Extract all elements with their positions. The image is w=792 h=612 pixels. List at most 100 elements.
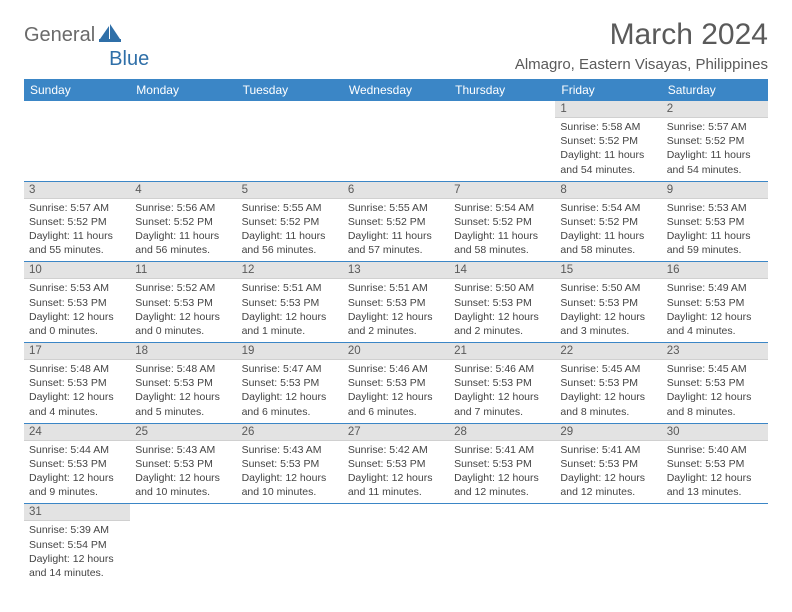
calendar-row: 31Sunrise: 5:39 AMSunset: 5:54 PMDayligh… xyxy=(24,504,768,584)
calendar-cell: 18Sunrise: 5:48 AMSunset: 5:53 PMDayligh… xyxy=(130,343,236,424)
calendar-cell xyxy=(343,101,449,181)
day-number: 19 xyxy=(237,343,343,360)
day-number: 15 xyxy=(555,262,661,279)
day-details: Sunrise: 5:51 AMSunset: 5:53 PMDaylight:… xyxy=(343,279,449,342)
calendar-cell: 8Sunrise: 5:54 AMSunset: 5:52 PMDaylight… xyxy=(555,181,661,262)
day-details: Sunrise: 5:40 AMSunset: 5:53 PMDaylight:… xyxy=(662,441,768,504)
day-details: Sunrise: 5:46 AMSunset: 5:53 PMDaylight:… xyxy=(449,360,555,423)
logo-text-blue: Blue xyxy=(109,48,149,71)
calendar-cell xyxy=(343,504,449,584)
calendar-cell: 25Sunrise: 5:43 AMSunset: 5:53 PMDayligh… xyxy=(130,423,236,504)
day-number: 13 xyxy=(343,262,449,279)
header: General Blue March 2024 Almagro, Eastern… xyxy=(24,18,768,73)
calendar-cell: 14Sunrise: 5:50 AMSunset: 5:53 PMDayligh… xyxy=(449,262,555,343)
day-number: 21 xyxy=(449,343,555,360)
day-number: 16 xyxy=(662,262,768,279)
day-details: Sunrise: 5:54 AMSunset: 5:52 PMDaylight:… xyxy=(449,199,555,262)
calendar-cell: 27Sunrise: 5:42 AMSunset: 5:53 PMDayligh… xyxy=(343,423,449,504)
day-number: 24 xyxy=(24,424,130,441)
calendar-cell: 6Sunrise: 5:55 AMSunset: 5:52 PMDaylight… xyxy=(343,181,449,262)
col-friday: Friday xyxy=(555,79,661,101)
calendar-cell: 13Sunrise: 5:51 AMSunset: 5:53 PMDayligh… xyxy=(343,262,449,343)
day-details: Sunrise: 5:47 AMSunset: 5:53 PMDaylight:… xyxy=(237,360,343,423)
day-number: 5 xyxy=(237,182,343,199)
day-details: Sunrise: 5:43 AMSunset: 5:53 PMDaylight:… xyxy=(130,441,236,504)
day-number: 29 xyxy=(555,424,661,441)
calendar-cell: 26Sunrise: 5:43 AMSunset: 5:53 PMDayligh… xyxy=(237,423,343,504)
day-details: Sunrise: 5:42 AMSunset: 5:53 PMDaylight:… xyxy=(343,441,449,504)
day-details: Sunrise: 5:53 AMSunset: 5:53 PMDaylight:… xyxy=(24,279,130,342)
calendar-cell: 2Sunrise: 5:57 AMSunset: 5:52 PMDaylight… xyxy=(662,101,768,181)
calendar-cell: 20Sunrise: 5:46 AMSunset: 5:53 PMDayligh… xyxy=(343,343,449,424)
calendar-cell: 24Sunrise: 5:44 AMSunset: 5:53 PMDayligh… xyxy=(24,423,130,504)
calendar-cell xyxy=(237,504,343,584)
day-number: 18 xyxy=(130,343,236,360)
calendar-row: 10Sunrise: 5:53 AMSunset: 5:53 PMDayligh… xyxy=(24,262,768,343)
calendar-cell xyxy=(130,504,236,584)
day-details: Sunrise: 5:54 AMSunset: 5:52 PMDaylight:… xyxy=(555,199,661,262)
col-tuesday: Tuesday xyxy=(237,79,343,101)
calendar-cell: 28Sunrise: 5:41 AMSunset: 5:53 PMDayligh… xyxy=(449,423,555,504)
day-details: Sunrise: 5:53 AMSunset: 5:53 PMDaylight:… xyxy=(662,199,768,262)
day-details: Sunrise: 5:45 AMSunset: 5:53 PMDaylight:… xyxy=(662,360,768,423)
col-monday: Monday xyxy=(130,79,236,101)
calendar-row: 3Sunrise: 5:57 AMSunset: 5:52 PMDaylight… xyxy=(24,181,768,262)
day-number: 7 xyxy=(449,182,555,199)
calendar-cell: 5Sunrise: 5:55 AMSunset: 5:52 PMDaylight… xyxy=(237,181,343,262)
day-number: 23 xyxy=(662,343,768,360)
calendar-cell xyxy=(555,504,661,584)
day-details: Sunrise: 5:48 AMSunset: 5:53 PMDaylight:… xyxy=(24,360,130,423)
logo-text-gray: General xyxy=(24,24,95,47)
calendar-row: 17Sunrise: 5:48 AMSunset: 5:53 PMDayligh… xyxy=(24,343,768,424)
calendar-cell: 23Sunrise: 5:45 AMSunset: 5:53 PMDayligh… xyxy=(662,343,768,424)
col-sunday: Sunday xyxy=(24,79,130,101)
day-details: Sunrise: 5:44 AMSunset: 5:53 PMDaylight:… xyxy=(24,441,130,504)
day-details: Sunrise: 5:50 AMSunset: 5:53 PMDaylight:… xyxy=(555,279,661,342)
calendar-cell xyxy=(449,101,555,181)
calendar-cell: 3Sunrise: 5:57 AMSunset: 5:52 PMDaylight… xyxy=(24,181,130,262)
day-details: Sunrise: 5:57 AMSunset: 5:52 PMDaylight:… xyxy=(24,199,130,262)
day-details: Sunrise: 5:52 AMSunset: 5:53 PMDaylight:… xyxy=(130,279,236,342)
day-details: Sunrise: 5:50 AMSunset: 5:53 PMDaylight:… xyxy=(449,279,555,342)
day-number: 2 xyxy=(662,101,768,118)
col-thursday: Thursday xyxy=(449,79,555,101)
calendar-cell: 15Sunrise: 5:50 AMSunset: 5:53 PMDayligh… xyxy=(555,262,661,343)
calendar-cell: 9Sunrise: 5:53 AMSunset: 5:53 PMDaylight… xyxy=(662,181,768,262)
day-details: Sunrise: 5:41 AMSunset: 5:53 PMDaylight:… xyxy=(449,441,555,504)
day-number: 25 xyxy=(130,424,236,441)
day-details: Sunrise: 5:39 AMSunset: 5:54 PMDaylight:… xyxy=(24,521,130,584)
calendar-cell xyxy=(449,504,555,584)
calendar-cell: 7Sunrise: 5:54 AMSunset: 5:52 PMDaylight… xyxy=(449,181,555,262)
day-details: Sunrise: 5:58 AMSunset: 5:52 PMDaylight:… xyxy=(555,118,661,181)
day-number: 11 xyxy=(130,262,236,279)
day-number: 14 xyxy=(449,262,555,279)
day-details: Sunrise: 5:51 AMSunset: 5:53 PMDaylight:… xyxy=(237,279,343,342)
page-title: March 2024 xyxy=(515,18,768,52)
calendar-cell xyxy=(130,101,236,181)
calendar-cell: 31Sunrise: 5:39 AMSunset: 5:54 PMDayligh… xyxy=(24,504,130,584)
calendar-cell: 30Sunrise: 5:40 AMSunset: 5:53 PMDayligh… xyxy=(662,423,768,504)
day-details: Sunrise: 5:46 AMSunset: 5:53 PMDaylight:… xyxy=(343,360,449,423)
day-number: 17 xyxy=(24,343,130,360)
title-block: March 2024 Almagro, Eastern Visayas, Phi… xyxy=(515,18,768,73)
day-details: Sunrise: 5:45 AMSunset: 5:53 PMDaylight:… xyxy=(555,360,661,423)
day-details: Sunrise: 5:41 AMSunset: 5:53 PMDaylight:… xyxy=(555,441,661,504)
calendar-header-row: Sunday Monday Tuesday Wednesday Thursday… xyxy=(24,79,768,101)
day-details: Sunrise: 5:49 AMSunset: 5:53 PMDaylight:… xyxy=(662,279,768,342)
calendar-cell: 4Sunrise: 5:56 AMSunset: 5:52 PMDaylight… xyxy=(130,181,236,262)
calendar-cell xyxy=(24,101,130,181)
calendar-cell: 22Sunrise: 5:45 AMSunset: 5:53 PMDayligh… xyxy=(555,343,661,424)
day-number: 3 xyxy=(24,182,130,199)
day-number: 12 xyxy=(237,262,343,279)
day-number: 8 xyxy=(555,182,661,199)
day-details: Sunrise: 5:55 AMSunset: 5:52 PMDaylight:… xyxy=(237,199,343,262)
day-number: 20 xyxy=(343,343,449,360)
day-number: 6 xyxy=(343,182,449,199)
day-number: 27 xyxy=(343,424,449,441)
day-details: Sunrise: 5:55 AMSunset: 5:52 PMDaylight:… xyxy=(343,199,449,262)
col-saturday: Saturday xyxy=(662,79,768,101)
day-number: 30 xyxy=(662,424,768,441)
day-details: Sunrise: 5:56 AMSunset: 5:52 PMDaylight:… xyxy=(130,199,236,262)
calendar-row: 24Sunrise: 5:44 AMSunset: 5:53 PMDayligh… xyxy=(24,423,768,504)
day-details: Sunrise: 5:43 AMSunset: 5:53 PMDaylight:… xyxy=(237,441,343,504)
